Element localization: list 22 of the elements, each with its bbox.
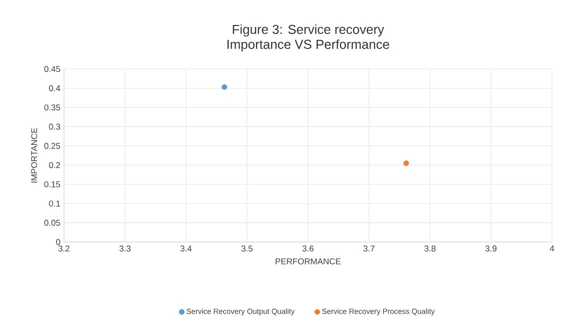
x-tick-label: 3.5 [241,246,253,252]
x-tick-label: 3.8 [424,246,436,252]
x-tick-label: 3.4 [180,246,192,252]
y-tick-label: 0.45 [44,66,60,72]
chart-title: Figure 3: Service recovery Importance VS Performance [228,24,390,52]
x-tick-label: 3.2 [58,246,70,252]
y-tick-label: 0.25 [44,142,60,149]
x-axis-title: PERFORMANCE [276,258,341,264]
y-tick-label: 0.15 [44,181,60,188]
y-tick-label: 0.2 [49,162,60,168]
x-tick-label: 4 [550,246,554,252]
y-tick-label: 0.3 [49,124,60,130]
y-tick-label: 0 [56,239,60,245]
x-tick-label: 3.3 [119,246,131,252]
x-tick-label: 3.6 [302,246,314,252]
y-tick-label: 0.05 [44,220,60,226]
y-tick-label: 0.4 [49,85,60,92]
y-axis-title: IMPORTANCE [31,128,38,183]
y-tick-label: 0.1 [49,200,60,207]
x-tick-label: 3.7 [363,246,374,252]
y-tick-label: 0.35 [44,104,60,110]
x-tick-label: 3.9 [485,246,496,252]
